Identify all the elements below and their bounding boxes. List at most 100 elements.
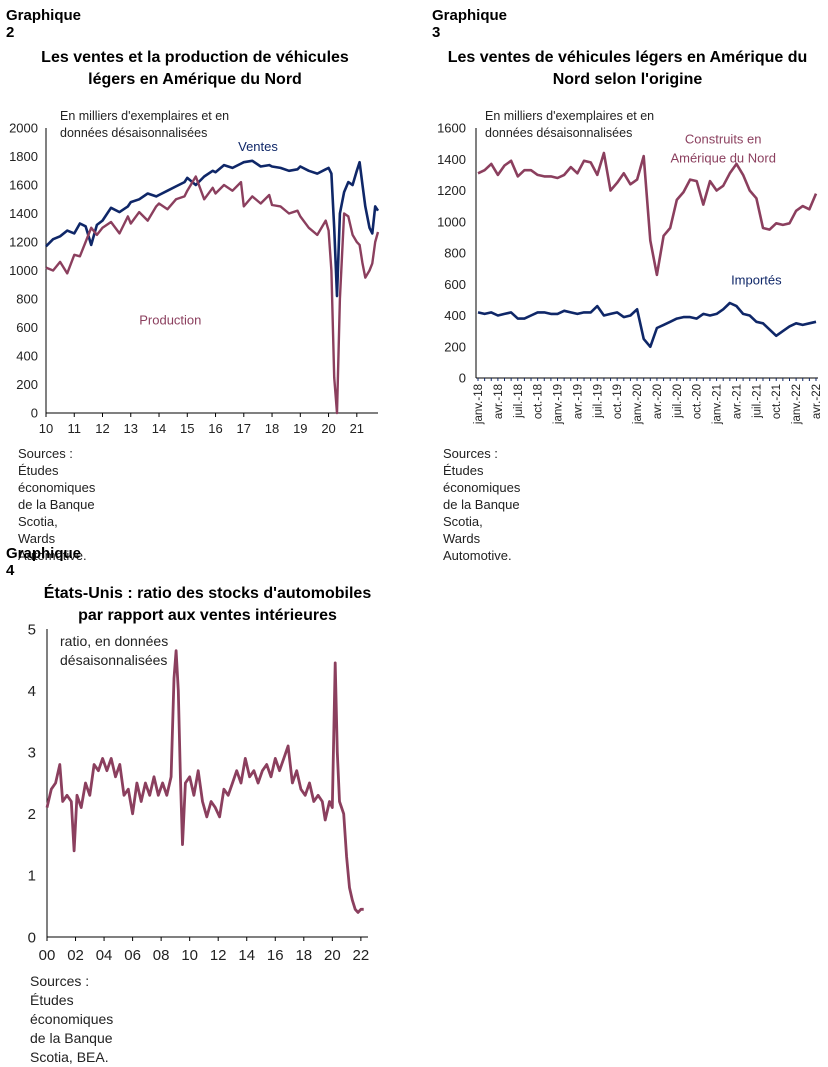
unit-label: En milliers d'exemplaires et en <box>60 109 229 123</box>
y-tick-label: 2 <box>28 806 36 823</box>
source-line: Sources : Études économiques de la Banqu… <box>443 446 521 546</box>
x-tick-label: 22 <box>353 947 370 964</box>
x-tick-label: oct.-20 <box>692 384 704 419</box>
x-tick-label: 15 <box>180 421 194 436</box>
x-tick-label: 08 <box>153 947 170 964</box>
x-tick-label: 16 <box>267 947 284 964</box>
x-tick-label: oct.-21 <box>771 384 783 419</box>
chart-source: Sources : Études économiques de la Banqu… <box>18 445 95 564</box>
chart-title: États-Unis : ratio des stocks d'automobi… <box>20 583 395 627</box>
y-tick-label: 200 <box>444 339 466 354</box>
unit-label: ratio, en données <box>60 633 168 649</box>
y-tick-label: 600 <box>16 320 38 335</box>
x-tick-label: janv.-18 <box>473 384 485 425</box>
x-tick-label: avr.-19 <box>572 384 584 419</box>
x-tick-label: avr.-18 <box>493 384 505 419</box>
y-tick-label: 1 <box>28 868 36 885</box>
x-tick-label: 10 <box>39 421 53 436</box>
x-tick-label: 00 <box>39 947 56 964</box>
x-tick-label: 18 <box>295 947 312 964</box>
x-tick-label: avr.-22 <box>811 384 823 419</box>
x-tick-label: 18 <box>265 421 279 436</box>
x-tick-label: 20 <box>324 947 341 964</box>
y-tick-label: 3 <box>28 744 36 761</box>
unit-label: données désaisonnalisées <box>60 126 207 140</box>
chart-label: Graphique 2 <box>6 7 82 41</box>
chart-title-line: légers en Amérique du Nord <box>88 71 302 88</box>
series-label: Ventes <box>238 139 278 154</box>
x-tick-label: avr.-20 <box>652 384 664 419</box>
x-tick-label: 02 <box>67 947 84 964</box>
series-label: Amérique du Nord <box>670 151 776 166</box>
x-tick-label: avr.-21 <box>732 384 744 419</box>
y-tick-label: 1400 <box>9 206 38 221</box>
series-line <box>45 175 380 415</box>
x-tick-label: 10 <box>181 947 198 964</box>
x-tick-label: janv.-22 <box>791 384 803 425</box>
x-tick-label: juil.-20 <box>672 384 684 419</box>
series-line <box>45 159 380 298</box>
y-tick-label: 2000 <box>9 121 38 136</box>
x-tick-label: 12 <box>210 947 227 964</box>
x-tick-label: 14 <box>152 421 166 436</box>
y-tick-label: 200 <box>16 377 38 392</box>
x-tick-label: janv.-20 <box>632 384 644 425</box>
x-tick-label: 21 <box>350 421 364 436</box>
chart-title: Les ventes et la production de véhicules… <box>10 47 380 91</box>
x-tick-label: 06 <box>124 947 141 964</box>
x-tick-label: juil.-19 <box>592 384 604 419</box>
series-label: Construits en <box>685 132 762 147</box>
x-tick-label: oct.-18 <box>533 384 545 419</box>
unit-label: désaisonnalisées <box>60 652 167 668</box>
series-line <box>477 151 818 277</box>
y-tick-label: 4 <box>28 683 36 700</box>
y-tick-label: 0 <box>31 406 38 421</box>
y-tick-label: 1800 <box>9 149 38 164</box>
y-tick-label: 1400 <box>437 152 466 167</box>
y-tick-label: 400 <box>16 349 38 364</box>
chart-title: Les ventes de véhicules légers en Amériq… <box>440 47 815 91</box>
x-tick-label: 12 <box>95 421 109 436</box>
series-line <box>45 649 364 914</box>
y-tick-label: 1200 <box>9 235 38 250</box>
x-tick-label: juil.-18 <box>513 384 525 419</box>
chart-source: Sources : Études économiques de la Banqu… <box>443 445 520 564</box>
unit-label: En milliers d'exemplaires et en <box>485 109 654 123</box>
x-tick-label: 13 <box>124 421 138 436</box>
y-tick-label: 400 <box>444 308 466 323</box>
y-tick-label: 1600 <box>9 178 38 193</box>
x-tick-label: juil.-21 <box>751 384 763 419</box>
unit-label: données désaisonnalisées <box>485 126 632 140</box>
x-tick-label: 16 <box>208 421 222 436</box>
x-tick-label: 11 <box>68 421 82 436</box>
series-line <box>477 301 817 349</box>
series-label: Importés <box>731 272 782 287</box>
y-tick-label: 0 <box>459 371 466 386</box>
source-line: Automotive. <box>443 548 512 563</box>
x-tick-label: 04 <box>96 947 113 964</box>
y-tick-label: 800 <box>16 292 38 307</box>
series-label: Production <box>139 313 201 328</box>
source-line: Scotia, BEA. <box>30 1049 109 1065</box>
y-tick-label: 1600 <box>437 121 466 136</box>
y-tick-label: 800 <box>444 246 466 261</box>
x-tick-label: 17 <box>237 421 251 436</box>
x-tick-label: 19 <box>293 421 307 436</box>
y-tick-label: 600 <box>444 277 466 292</box>
y-tick-label: 5 <box>28 621 36 638</box>
y-tick-label: 0 <box>28 929 36 946</box>
chart-label: Graphique 4 <box>6 545 82 579</box>
x-tick-label: janv.-21 <box>712 384 724 425</box>
source-line: Wards Automotive. <box>18 531 87 563</box>
y-tick-label: 1200 <box>437 183 466 198</box>
chart-label: Graphique 3 <box>432 7 508 41</box>
y-tick-label: 1000 <box>9 263 38 278</box>
x-tick-label: janv.-19 <box>553 384 565 425</box>
chart-title-line: par rapport aux ventes intérieures <box>78 607 337 624</box>
chart-title-line: Nord selon l'origine <box>552 71 703 88</box>
x-tick-label: 20 <box>321 421 335 436</box>
chart-title-line: Les ventes et la production de véhicules <box>41 49 349 66</box>
x-tick-label: oct.-19 <box>612 384 624 419</box>
x-tick-label: 14 <box>238 947 255 964</box>
